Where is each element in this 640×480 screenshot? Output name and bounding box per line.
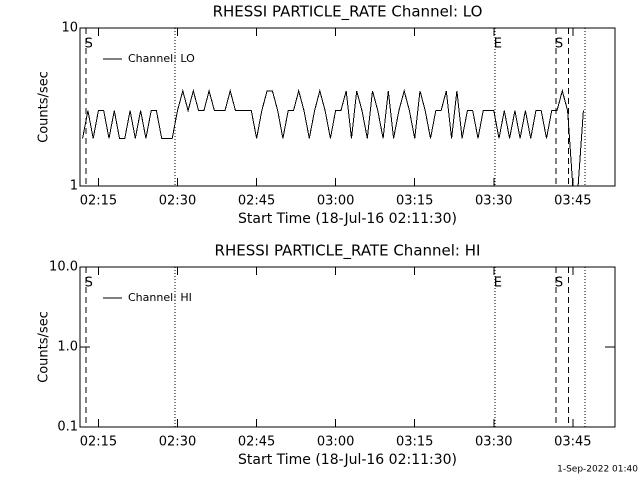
plot-frame xyxy=(79,27,616,187)
flag-label: S xyxy=(85,37,93,52)
x-tick-label: 03:00 xyxy=(317,435,354,450)
legend-label: Channel: HI xyxy=(128,291,192,304)
x-tick-label: 02:30 xyxy=(159,435,196,450)
legend-label: Channel: LO xyxy=(128,52,195,65)
flag-label: S xyxy=(555,276,563,291)
y-axis-label: Counts/sec xyxy=(37,311,52,383)
x-tick-label: 02:45 xyxy=(238,194,275,209)
y-tick-label: 1 xyxy=(70,179,78,194)
x-tick-label: 02:15 xyxy=(80,194,117,209)
x-tick-label: 03:00 xyxy=(317,194,354,209)
x-axis-label: Start Time (18-Jul-16 02:11:30) xyxy=(238,452,457,468)
footer: 1-Sep-2022 01:40 xyxy=(557,465,638,475)
y-tick-label: 10 xyxy=(61,21,78,36)
flag-label: E xyxy=(494,276,502,291)
x-tick-label: 03:30 xyxy=(475,435,512,450)
chart-title: RHESSI PARTICLE_RATE Channel: HI xyxy=(215,242,481,261)
x-tick-label: 03:45 xyxy=(554,435,591,450)
flag-label: E xyxy=(494,37,502,52)
x-tick-label: 03:30 xyxy=(475,194,512,209)
x-tick-label: 02:45 xyxy=(238,435,275,450)
x-tick-label: 02:30 xyxy=(159,194,196,209)
x-tick-label: 02:15 xyxy=(80,435,117,450)
x-tick-label: 03:15 xyxy=(396,435,433,450)
flag-label: S xyxy=(85,276,93,291)
y-axis-label: Counts/sec xyxy=(37,71,52,143)
x-tick-label: 03:45 xyxy=(554,194,591,209)
y-tick-label: 0.1 xyxy=(57,420,78,435)
data-line xyxy=(82,88,584,187)
y-tick-label: 1.0 xyxy=(57,340,78,355)
y-tick-label: 10.0 xyxy=(49,260,78,275)
chart-title: RHESSI PARTICLE_RATE Channel: LO xyxy=(213,3,483,22)
x-axis-label: Start Time (18-Jul-16 02:11:30) xyxy=(238,211,457,227)
x-tick-label: 03:15 xyxy=(396,194,433,209)
flag-label: S xyxy=(555,37,563,52)
